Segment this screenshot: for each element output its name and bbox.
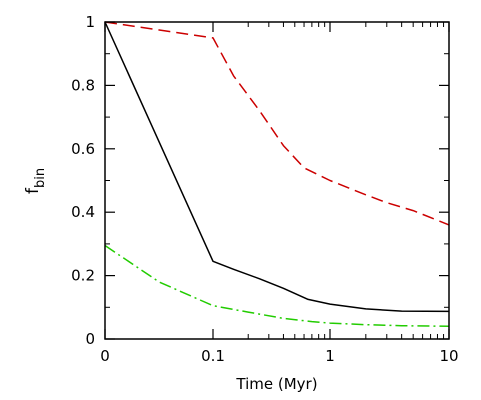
series-layer: [104, 21, 450, 328]
x-tick-label: 0.1: [201, 347, 225, 365]
y-tick-label: 0.2: [71, 267, 95, 285]
series-line-2: [104, 21, 450, 226]
tick-layer: [104, 21, 450, 340]
x-tick-label: 10: [439, 347, 458, 365]
svg-text:fbin: fbin: [23, 168, 48, 194]
y-tick-label: 0.4: [71, 203, 95, 221]
y-tick-label: 0.6: [71, 140, 95, 158]
y-tick-label: 0: [85, 330, 95, 348]
y-tick-label: 0.8: [71, 76, 95, 94]
label-layer: 00.20.40.60.810 0.1 1 10: [71, 13, 458, 365]
y-axis-label-main: f: [23, 187, 43, 194]
y-axis-label: fbin: [23, 168, 48, 194]
x-tick-label: 0: [100, 347, 110, 365]
y-axis-label-subscript: bin: [33, 168, 48, 188]
series-line-1: [104, 21, 450, 313]
y-tick-label: 1: [85, 13, 95, 31]
series-line-3: [104, 244, 450, 328]
x-axis-label: Time (Myr): [235, 375, 317, 393]
x-tick-label: 1: [325, 347, 335, 365]
